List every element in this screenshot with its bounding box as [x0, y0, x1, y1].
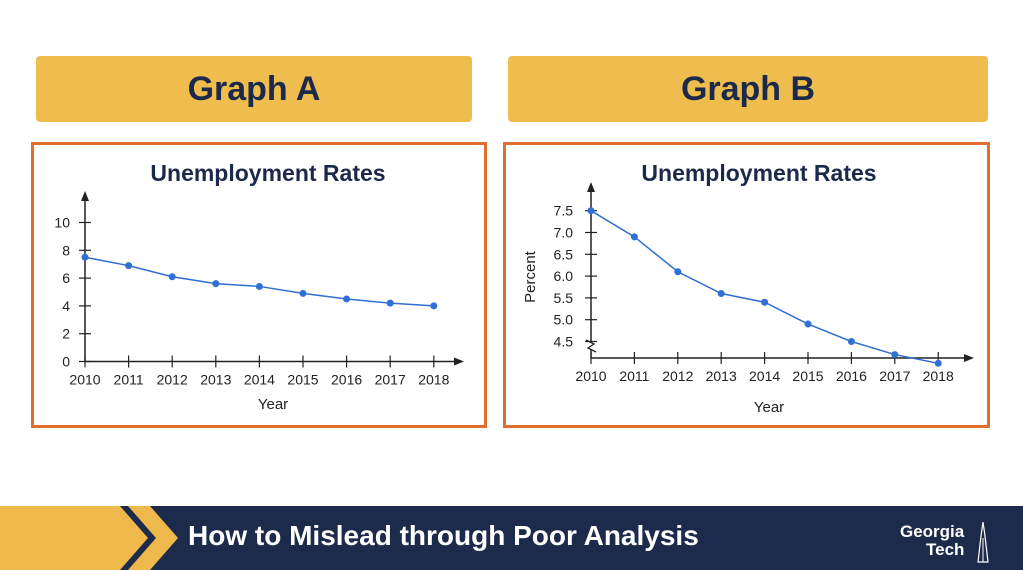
data-point — [717, 290, 725, 298]
x-tick-label: 2017 — [375, 372, 406, 388]
series-line — [590, 210, 939, 365]
data-point — [255, 282, 263, 290]
x-axis-arrow — [454, 357, 464, 366]
x-axis-label: Year — [258, 396, 288, 413]
x-tick-label: 2013 — [706, 368, 737, 384]
y-tick-label: 6.5 — [554, 246, 574, 262]
data-point — [125, 262, 133, 270]
x-tick-label: 2018 — [923, 368, 954, 384]
y-tick-label: 7.0 — [554, 225, 574, 241]
data-point — [587, 207, 595, 215]
logo-line1: Georgia — [900, 522, 965, 541]
y-tick-label: 5.0 — [554, 312, 574, 328]
y-axis-label: Percent — [522, 250, 539, 303]
georgia-tech-logo: Georgia Tech — [898, 522, 998, 563]
x-axis-label: Year — [754, 399, 784, 416]
graph-b-chart: Unemployment Rates 4.5 5.0 5.5 6.0 6.5 7.0 7.5 2… — [522, 160, 974, 416]
graph-a-label: Graph A — [187, 69, 321, 108]
y-tick-label: 4.5 — [554, 334, 574, 350]
y-tick-label: 6 — [62, 270, 70, 286]
y-tick-label: 0 — [62, 354, 70, 370]
y-tick-label: 6.0 — [554, 268, 574, 284]
data-point — [430, 302, 438, 310]
graph-a-chart: Unemployment Rates 0 2 4 6 8 10 2010 2011 2012 201… — [54, 160, 464, 413]
data-point — [212, 280, 220, 288]
x-tick-label: 2011 — [619, 368, 649, 384]
graph-b-label: Graph B — [680, 69, 816, 108]
data-point — [343, 295, 351, 303]
x-tick-label: 2015 — [287, 372, 318, 388]
data-point — [674, 268, 682, 276]
graph-a-banner: Graph A — [36, 56, 472, 122]
y-axis-arrow — [81, 191, 89, 201]
data-point — [299, 289, 307, 297]
x-tick-label: 2010 — [69, 372, 100, 388]
x-tick-label: 2018 — [418, 372, 449, 388]
x-tick-label: 2014 — [749, 368, 780, 384]
graph-b-panel: Unemployment Rates 4.5 5.0 5.5 6.0 6.5 7.0 7.5 2… — [503, 142, 990, 428]
x-tick-label: 2017 — [879, 368, 910, 384]
footer-chevrons — [0, 506, 178, 570]
x-tick-label: 2010 — [575, 368, 606, 384]
x-tick-label: 2012 — [157, 372, 188, 388]
x-tick-label: 2013 — [200, 372, 231, 388]
x-tick-label: 2015 — [792, 368, 823, 384]
data-point — [934, 359, 942, 367]
chart-title: Unemployment Rates — [150, 160, 385, 186]
data-point — [630, 233, 638, 241]
y-axis-arrow — [587, 182, 595, 192]
data-point — [81, 253, 89, 261]
logo-line2: Tech — [926, 540, 965, 559]
x-tick-label: 2012 — [662, 368, 693, 384]
x-tick-label: 2011 — [114, 372, 144, 388]
y-tick-label: 2 — [62, 326, 70, 342]
data-point — [891, 351, 899, 359]
footer-gold-block — [0, 506, 148, 570]
data-point — [168, 273, 176, 281]
data-point — [386, 299, 394, 307]
footer-title: How to Mislead through Poor Analysis — [188, 520, 699, 551]
y-tick-label: 4 — [62, 298, 70, 314]
graph-b-banner: Graph B — [508, 56, 988, 122]
y-tick-label: 10 — [54, 215, 70, 231]
data-point — [847, 338, 855, 345]
data-point — [804, 320, 812, 328]
y-tick-label: 7.5 — [554, 203, 574, 219]
data-point — [761, 298, 769, 306]
x-tick-label: 2016 — [331, 372, 362, 388]
x-tick-label: 2016 — [836, 368, 867, 384]
footer-bar: How to Mislead through Poor Analysis Geo… — [0, 506, 1023, 570]
series-line — [84, 256, 434, 307]
y-tick-label: 5.5 — [554, 290, 574, 306]
footer-gold-chevron — [128, 506, 178, 570]
x-axis-arrow — [964, 354, 974, 362]
x-tick-label: 2014 — [244, 372, 275, 388]
chart-title: Unemployment Rates — [641, 160, 876, 186]
tower-icon — [977, 522, 989, 563]
y-tick-label: 8 — [62, 242, 70, 258]
graph-a-panel: Unemployment Rates 0 2 4 6 8 10 2010 2011 2012 201… — [31, 142, 487, 428]
